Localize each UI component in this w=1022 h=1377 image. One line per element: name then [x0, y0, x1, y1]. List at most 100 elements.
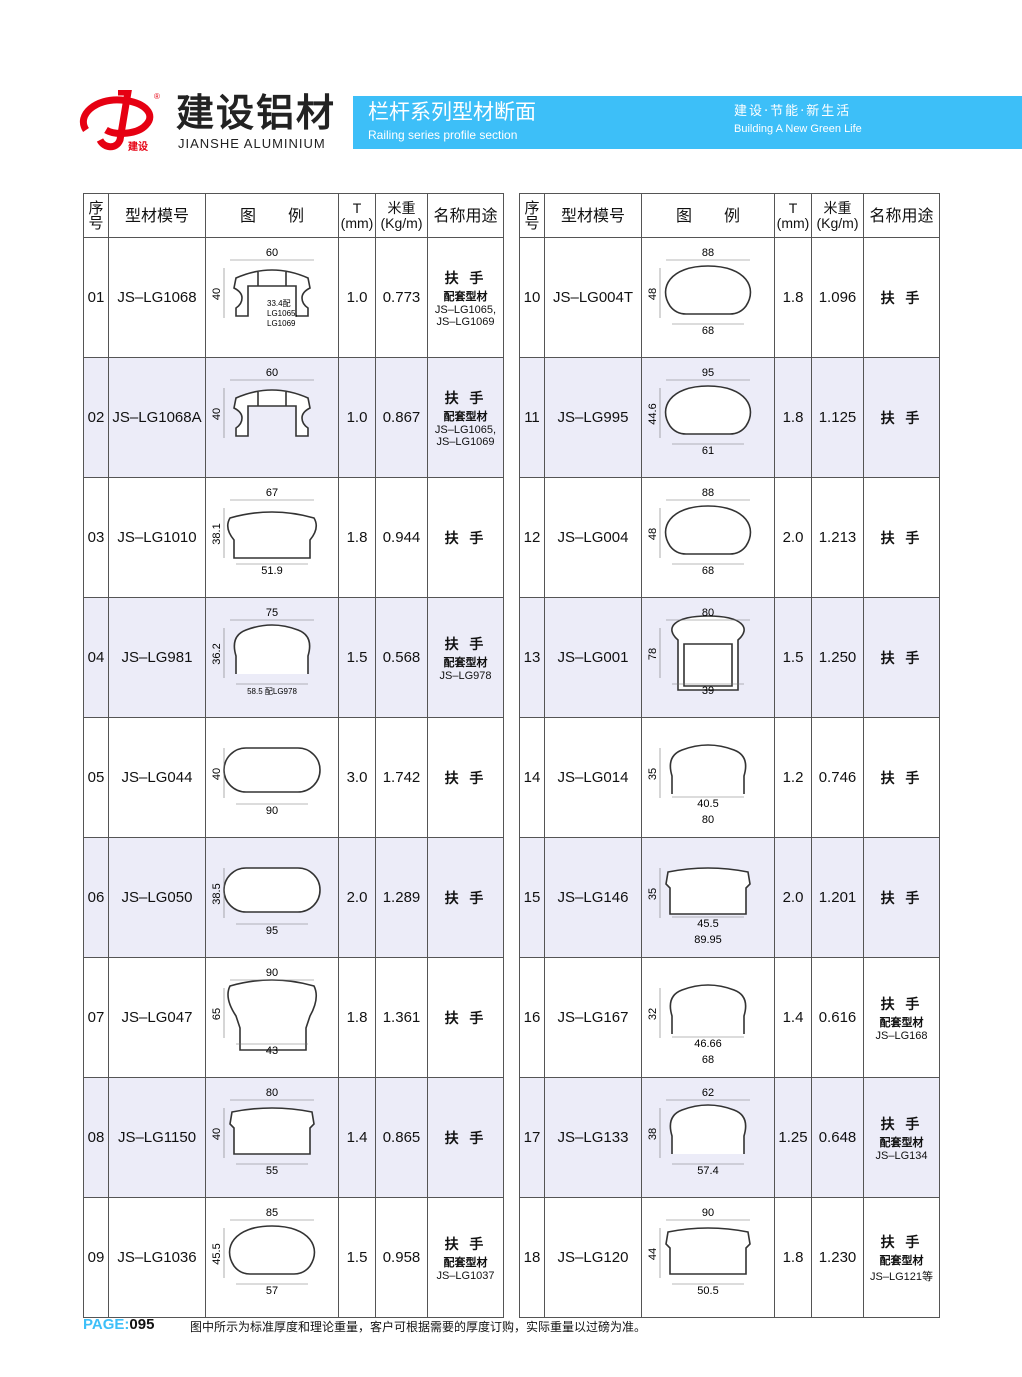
row-number: 11	[519, 357, 545, 478]
matching-profile: JS–LG1065,	[434, 303, 497, 316]
usage-label: 扶 手	[444, 1236, 487, 1253]
weight-per-meter: 1.742	[375, 717, 428, 838]
row-number: 13	[519, 597, 545, 718]
profile-row: 02 JS–LG1068A 60 40 1.0 0.867 扶 手配套型材 JS–L…	[83, 357, 504, 478]
col-figure: 图 例	[641, 193, 775, 238]
col-figure: 图 例	[205, 193, 339, 238]
svg-text:LG1065,: LG1065,	[267, 309, 298, 318]
model-number: JS–LG146	[544, 837, 642, 958]
dim-width: 80	[266, 1087, 278, 1099]
weight-per-meter: 1.213	[811, 477, 864, 598]
row-number: 17	[519, 1077, 545, 1198]
model-number: JS–LG047	[108, 957, 206, 1078]
dim-width: 75	[266, 607, 278, 619]
profile-section-diagram: 88 48 68	[647, 487, 752, 577]
col-usage: 名称用途	[863, 193, 940, 238]
usage-label: 扶 手	[880, 410, 923, 427]
profile-section-diagram: 75 36.2 58.5 配LG978	[211, 607, 314, 696]
col-no: 序号	[519, 193, 545, 238]
thickness: 1.8	[338, 957, 376, 1078]
usage-cell: 扶 手	[427, 957, 504, 1078]
header-row: 序号 型材模号 图 例 T (mm) 米重 (Kg/m) 名称用途	[83, 193, 504, 238]
profile-section-diagram: 35 45.5 89.95	[647, 867, 751, 946]
weight-per-meter: 1.361	[375, 957, 428, 1078]
jianshe-logo: 建设 ®	[80, 90, 160, 152]
dim-width: 60	[266, 367, 278, 379]
dim-height: 65	[211, 1008, 223, 1020]
usage-cell: 扶 手配套型材 JS–LG1065, JS–LG1069	[427, 357, 504, 478]
profile-row: 15 JS–LG146 35 45.5 89.95 2.0 1.201 扶 手	[519, 837, 940, 958]
dim-bottom: 43	[266, 1045, 278, 1057]
profile-table-left: 序号 型材模号 图 例 T (mm) 米重 (Kg/m) 名称用途 01 JS–LG1…	[83, 193, 504, 1318]
title-band: 栏杆系列型材断面 Railing series profile section …	[353, 96, 1022, 149]
model-number: JS–LG167	[544, 957, 642, 1078]
col-weight: 米重 (Kg/m)	[375, 193, 428, 238]
usage-label: 扶 手	[444, 770, 487, 787]
dim-bottom: 57	[266, 1285, 278, 1297]
thickness: 1.4	[338, 1077, 376, 1198]
weight-per-meter: 1.096	[811, 237, 864, 358]
usage-cell: 扶 手配套型材 JS–LG1065, JS–LG1069	[427, 237, 504, 358]
profile-row: 04 JS–LG981 75 36.2 58.5 配LG978 1.5 0.568 …	[83, 597, 504, 718]
model-number: JS–LG004	[544, 477, 642, 598]
weight-per-meter: 1.230	[811, 1197, 864, 1318]
profile-row: 05 JS–LG044 40 90 3.0 1.742 扶 手	[83, 717, 504, 838]
usage-label: 扶 手	[880, 290, 923, 307]
profile-row: 14 JS–LG014 35 40.5 80 1.2 0.746 扶 手	[519, 717, 940, 838]
usage-label: 扶 手	[880, 1234, 923, 1251]
figure-cell: 90 65 43	[205, 957, 339, 1078]
usage-cell: 扶 手配套型材 JS–LG121等	[863, 1197, 940, 1318]
profile-section-diagram: 95 44.6 61	[647, 367, 752, 457]
col-model: 型材模号	[544, 193, 642, 238]
dim-height: 35	[647, 768, 659, 780]
figure-cell: 85 45.5 57	[205, 1197, 339, 1318]
weight-per-meter: 1.250	[811, 597, 864, 718]
col-usage: 名称用途	[427, 193, 504, 238]
row-number: 07	[83, 957, 109, 1078]
usage-cell: 扶 手	[427, 837, 504, 958]
usage-label: 扶 手	[880, 996, 923, 1013]
figure-cell: 67 38.1 51.9	[205, 477, 339, 598]
usage-label: 扶 手	[444, 1010, 487, 1027]
row-number: 02	[83, 357, 109, 478]
page-title: 栏杆系列型材断面	[368, 100, 536, 124]
profile-section-diagram: 90 65 43	[211, 967, 318, 1057]
model-number: JS–LG1150	[108, 1077, 206, 1198]
usage-matching-label: 配套型材	[879, 1253, 924, 1267]
dim-height: 40	[211, 408, 223, 420]
thickness: 1.8	[338, 477, 376, 598]
profile-section-diagram: 90 44 50.5	[647, 1207, 751, 1297]
profile-section-diagram: 32 46.66 68	[647, 984, 747, 1066]
matching-profile: JS–LG168	[875, 1029, 928, 1042]
weight-per-meter: 0.958	[375, 1197, 428, 1318]
profile-row: 01 JS–LG1068 60 40 33.4配 LG1065, LG1069 1.0 …	[83, 237, 504, 358]
figure-cell: 80 40 55	[205, 1077, 339, 1198]
model-number: JS–LG050	[108, 837, 206, 958]
weight-per-meter: 0.648	[811, 1077, 864, 1198]
weight-per-meter: 1.201	[811, 837, 864, 958]
thickness: 1.4	[774, 957, 812, 1078]
matching-profile: JS–LG121等	[870, 1270, 933, 1283]
matching-profile: JS–LG1069	[436, 435, 495, 448]
usage-cell: 扶 手配套型材 JS–LG134	[863, 1077, 940, 1198]
dim-width: 62	[702, 1087, 714, 1099]
dim-bottom-outer: 89.95	[694, 934, 722, 946]
usage-label: 扶 手	[880, 890, 923, 907]
dim-width: 67	[266, 487, 278, 499]
profile-section-diagram: 67 38.1 51.9	[211, 487, 318, 577]
thickness: 1.2	[774, 717, 812, 838]
model-number: JS–LG1068	[108, 237, 206, 358]
dim-bottom-outer: 80	[702, 814, 714, 826]
figure-cell: 35 45.5 89.95	[641, 837, 775, 958]
matching-profile: JS–LG134	[875, 1149, 928, 1162]
profile-row: 11 JS–LG995 95 44.6 61 1.8 1.125 扶 手	[519, 357, 940, 478]
usage-matching-label: 配套型材	[879, 1015, 924, 1029]
weight-per-meter: 1.125	[811, 357, 864, 478]
usage-label: 扶 手	[880, 1116, 923, 1133]
model-number: JS–LG133	[544, 1077, 642, 1198]
weight-per-meter: 0.616	[811, 957, 864, 1078]
thickness: 1.25	[774, 1077, 812, 1198]
header-row: 序号 型材模号 图 例 T (mm) 米重 (Kg/m) 名称用途	[519, 193, 940, 238]
matching-profile: JS–LG1037	[436, 1269, 495, 1282]
